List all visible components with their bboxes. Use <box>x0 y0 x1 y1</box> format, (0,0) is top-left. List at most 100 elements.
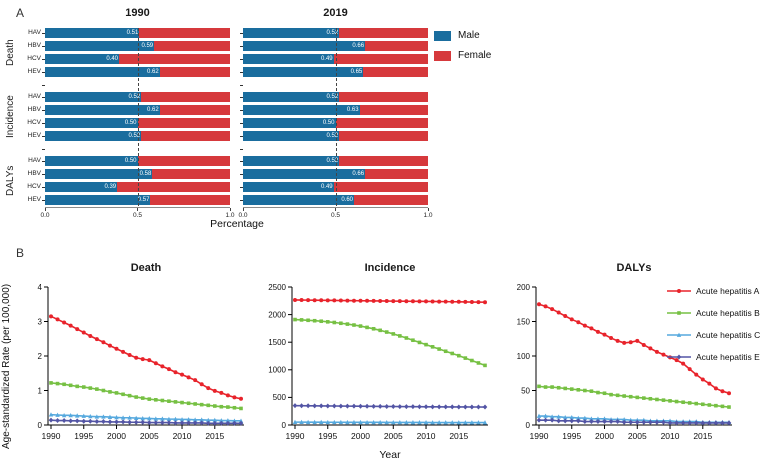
marker-circle <box>153 361 158 366</box>
marker-circle <box>550 307 555 312</box>
marker-diamond <box>192 420 198 426</box>
legend-swatch-triangle-icon <box>667 332 691 337</box>
line-chart-svg-incidence: 0 500 1000 1500 2000 2500 1990 1995 2000 2005 2010… <box>268 283 488 441</box>
marker-triangle <box>133 415 139 420</box>
marker-circle <box>338 298 343 303</box>
marker-circle <box>654 349 659 354</box>
marker-triangle <box>147 416 152 421</box>
marker-diamond <box>232 420 237 426</box>
dalys-line-chart: 0 50 100 150 200 1990 1995 2000 2005 2010 2015 <box>502 279 738 466</box>
male-bar-segment: 0.39 <box>45 182 118 192</box>
marker-circle <box>417 299 422 304</box>
marker-triangle <box>312 419 317 425</box>
panel-a-label: A <box>16 6 25 20</box>
marker-diamond <box>661 419 666 425</box>
marker-square <box>655 397 659 402</box>
marker-circle <box>595 329 600 334</box>
marker-circle <box>345 298 350 303</box>
x-tick-label: 2000 <box>595 431 614 441</box>
marker-square <box>411 338 415 343</box>
marker-square <box>470 358 474 363</box>
x-tick-label: 2015 <box>205 431 224 441</box>
marker-diamond <box>107 419 113 425</box>
marker-circle <box>713 386 718 391</box>
marker-triangle <box>676 332 682 337</box>
category-tick <box>42 96 45 98</box>
female-bar-segment <box>335 118 428 128</box>
marker-triangle <box>199 417 204 422</box>
male-bar-segment: 0.51 <box>45 28 140 38</box>
bar-row-incidence-hbv: 0.63 <box>243 105 428 115</box>
marker-square <box>677 310 681 315</box>
x-axis-tick <box>242 208 244 211</box>
legend-entry-female: Female <box>434 50 491 61</box>
marker-circle <box>180 372 185 377</box>
bar-value-label: 0.51 <box>126 30 139 36</box>
category-label-hav: HAV <box>28 93 41 100</box>
category-tick <box>42 135 45 137</box>
marker-diamond <box>305 403 311 409</box>
bar-row-incidence-hav: 0.52 <box>45 92 230 102</box>
female-bar-segment <box>139 28 230 38</box>
group-gap-tick <box>42 148 45 150</box>
male-bar-segment: 0.62 <box>45 67 160 77</box>
marker-square <box>450 351 455 356</box>
marker-square <box>108 390 112 394</box>
marker-triangle <box>338 419 344 425</box>
marker-triangle <box>140 416 145 421</box>
marker-square <box>463 356 468 360</box>
x-tick-label: 2010 <box>417 431 436 441</box>
marker-square <box>312 318 317 323</box>
marker-diamond <box>140 419 146 425</box>
marker-circle <box>694 372 699 377</box>
male-legend-label: Male <box>458 30 480 41</box>
category-tick <box>240 109 243 111</box>
marker-diamond <box>48 417 54 423</box>
marker-triangle <box>55 412 60 417</box>
male-bar-segment: 0.50 <box>45 156 138 166</box>
marker-triangle <box>325 419 330 425</box>
marker-circle <box>94 337 99 342</box>
marker-triangle <box>238 418 244 423</box>
series-line-acute-hepatitis-c <box>50 413 241 422</box>
marker-diamond <box>410 404 416 410</box>
bar-row-death-hbv: 0.59 <box>45 41 230 51</box>
marker-square <box>700 402 705 407</box>
x-tick-label: 1995 <box>74 431 93 441</box>
bar-value-label: 0.39 <box>104 184 117 190</box>
category-tick <box>240 58 243 60</box>
marker-square <box>160 398 165 403</box>
marker-triangle <box>120 415 126 420</box>
marker-square <box>345 322 350 326</box>
female-bar-segment <box>141 92 230 102</box>
x-tick-label: 1990 <box>42 431 61 441</box>
marker-square <box>62 382 66 387</box>
marker-diamond <box>81 418 87 424</box>
bar-value-label: 0.52 <box>326 30 339 36</box>
bar-value-label: 0.66 <box>352 171 365 177</box>
x-axis-tick <box>335 208 336 211</box>
marker-diamond <box>325 403 331 409</box>
marker-circle <box>681 361 686 366</box>
male-bar-segment: 0.52 <box>45 92 142 102</box>
male-bar-segment: 0.58 <box>45 169 153 179</box>
marker-triangle <box>543 413 548 418</box>
marker-diamond <box>482 404 488 410</box>
marker-triangle <box>476 420 481 425</box>
marker-diamond <box>417 404 422 410</box>
marker-triangle <box>332 419 337 425</box>
bar-row-death-hev: 0.65 <box>243 67 428 77</box>
marker-circle <box>49 314 53 319</box>
female-bar-segment <box>339 156 428 166</box>
marker-diamond <box>371 403 376 409</box>
marker-circle <box>563 313 568 318</box>
marker-circle <box>615 338 620 343</box>
male-bar-segment: 0.50 <box>45 118 138 128</box>
marker-square <box>443 349 448 354</box>
marker-square <box>476 361 481 365</box>
marker-triangle <box>292 419 298 425</box>
x-axis-tick <box>229 208 231 211</box>
marker-circle <box>476 300 481 305</box>
marker-square <box>589 389 594 393</box>
male-bar-segment: 0.52 <box>243 28 340 38</box>
